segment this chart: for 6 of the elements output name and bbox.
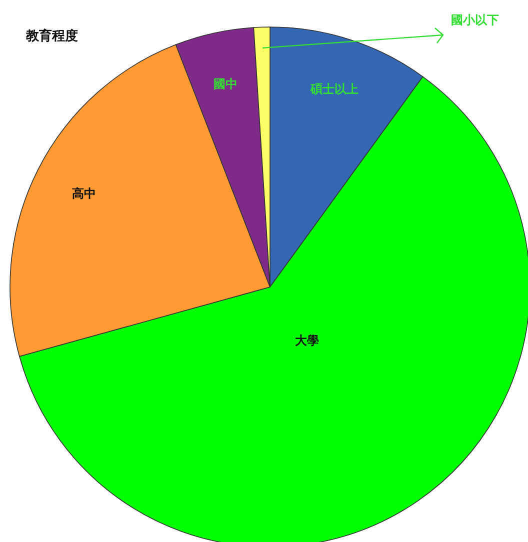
slice-label: 碩士以上 (309, 82, 358, 96)
slice-label: 國中 (213, 76, 238, 91)
text: 教育程度 (25, 28, 78, 44)
slice-label: 國小以下 (451, 13, 499, 27)
slice-label: 大學 (295, 333, 320, 348)
slice-label: 高中 (72, 186, 96, 201)
